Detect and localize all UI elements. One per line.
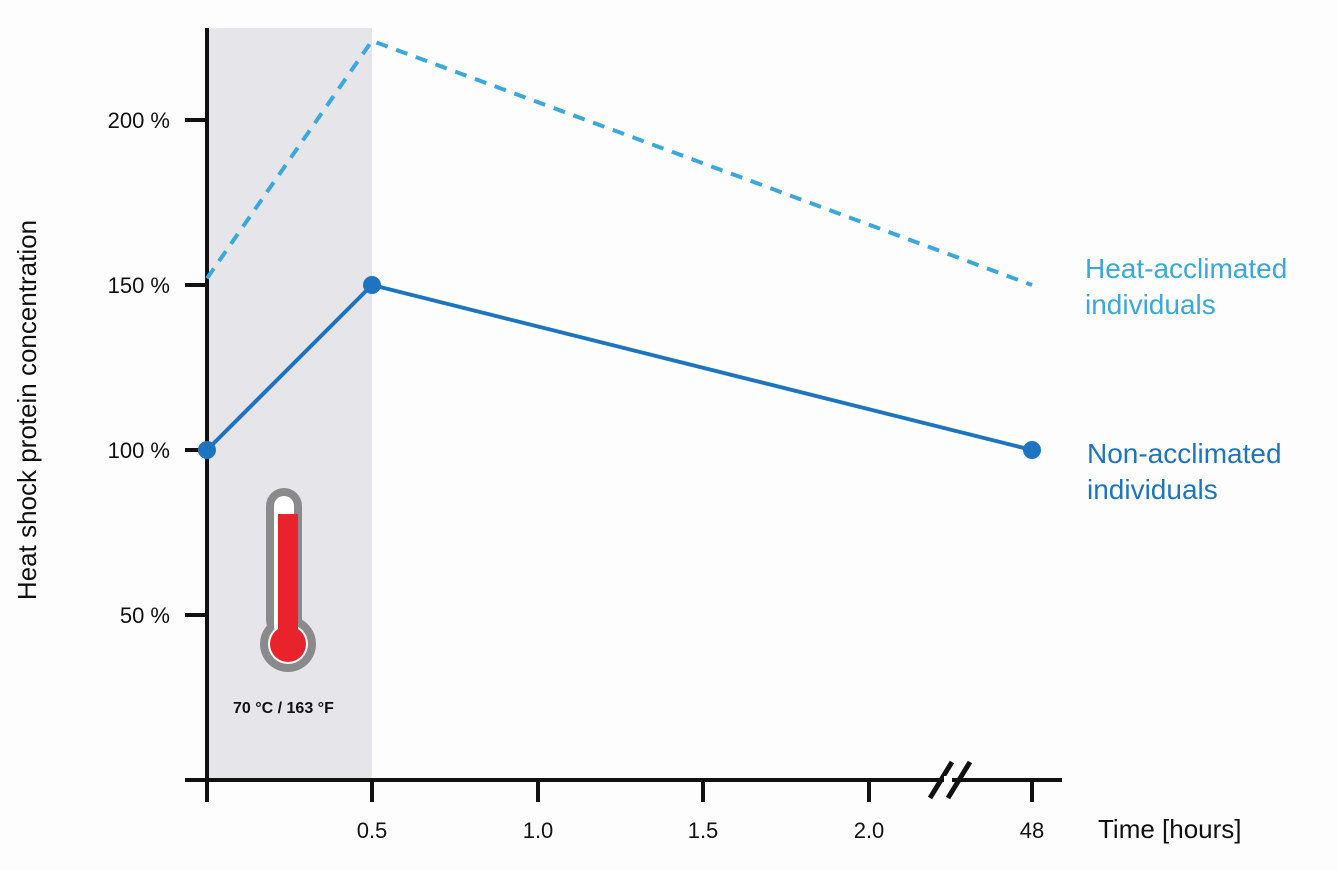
y-axis-title: Heat shock protein concentration — [12, 220, 42, 600]
data-point — [363, 276, 381, 294]
y-tick-label: 200 % — [108, 108, 170, 133]
x-tick-label: 48 — [1020, 818, 1044, 843]
x-tick-label: 2.0 — [854, 818, 885, 843]
axes — [185, 28, 1062, 802]
x-tick-label: 1.5 — [688, 818, 719, 843]
thermometer-icon — [260, 488, 316, 672]
axis-break-mark — [945, 760, 973, 800]
temperature-label: 70 °C / 163 °F — [233, 700, 334, 717]
series-group — [198, 38, 1041, 459]
x-tick-label: 1.0 — [523, 818, 554, 843]
axis-break-gap — [944, 776, 952, 784]
series-label: Non-acclimated — [1087, 438, 1282, 469]
series-label: individuals — [1087, 474, 1218, 505]
x-axis-break — [927, 760, 973, 800]
x-ticks: 0.5 1.0 1.5 2.0 48 — [357, 780, 1044, 843]
y-ticks: 50 % 100 % 150 % 200 % — [108, 108, 207, 628]
series-label: individuals — [1085, 289, 1216, 320]
y-tick-label: 150 % — [108, 273, 170, 298]
series-line — [205, 38, 1033, 287]
series-label: Heat-acclimated — [1085, 253, 1287, 284]
y-tick-label: 50 % — [120, 603, 170, 628]
data-point — [1023, 441, 1041, 459]
series-labels: Heat-acclimated individuals Non-acclimated… — [1085, 253, 1287, 505]
y-tick-label: 100 % — [108, 438, 170, 463]
x-tick-label: 0.5 — [357, 818, 388, 843]
axis-break-mark — [927, 760, 955, 800]
x-axis-title: Time [hours] — [1098, 814, 1242, 844]
data-point — [198, 441, 216, 459]
